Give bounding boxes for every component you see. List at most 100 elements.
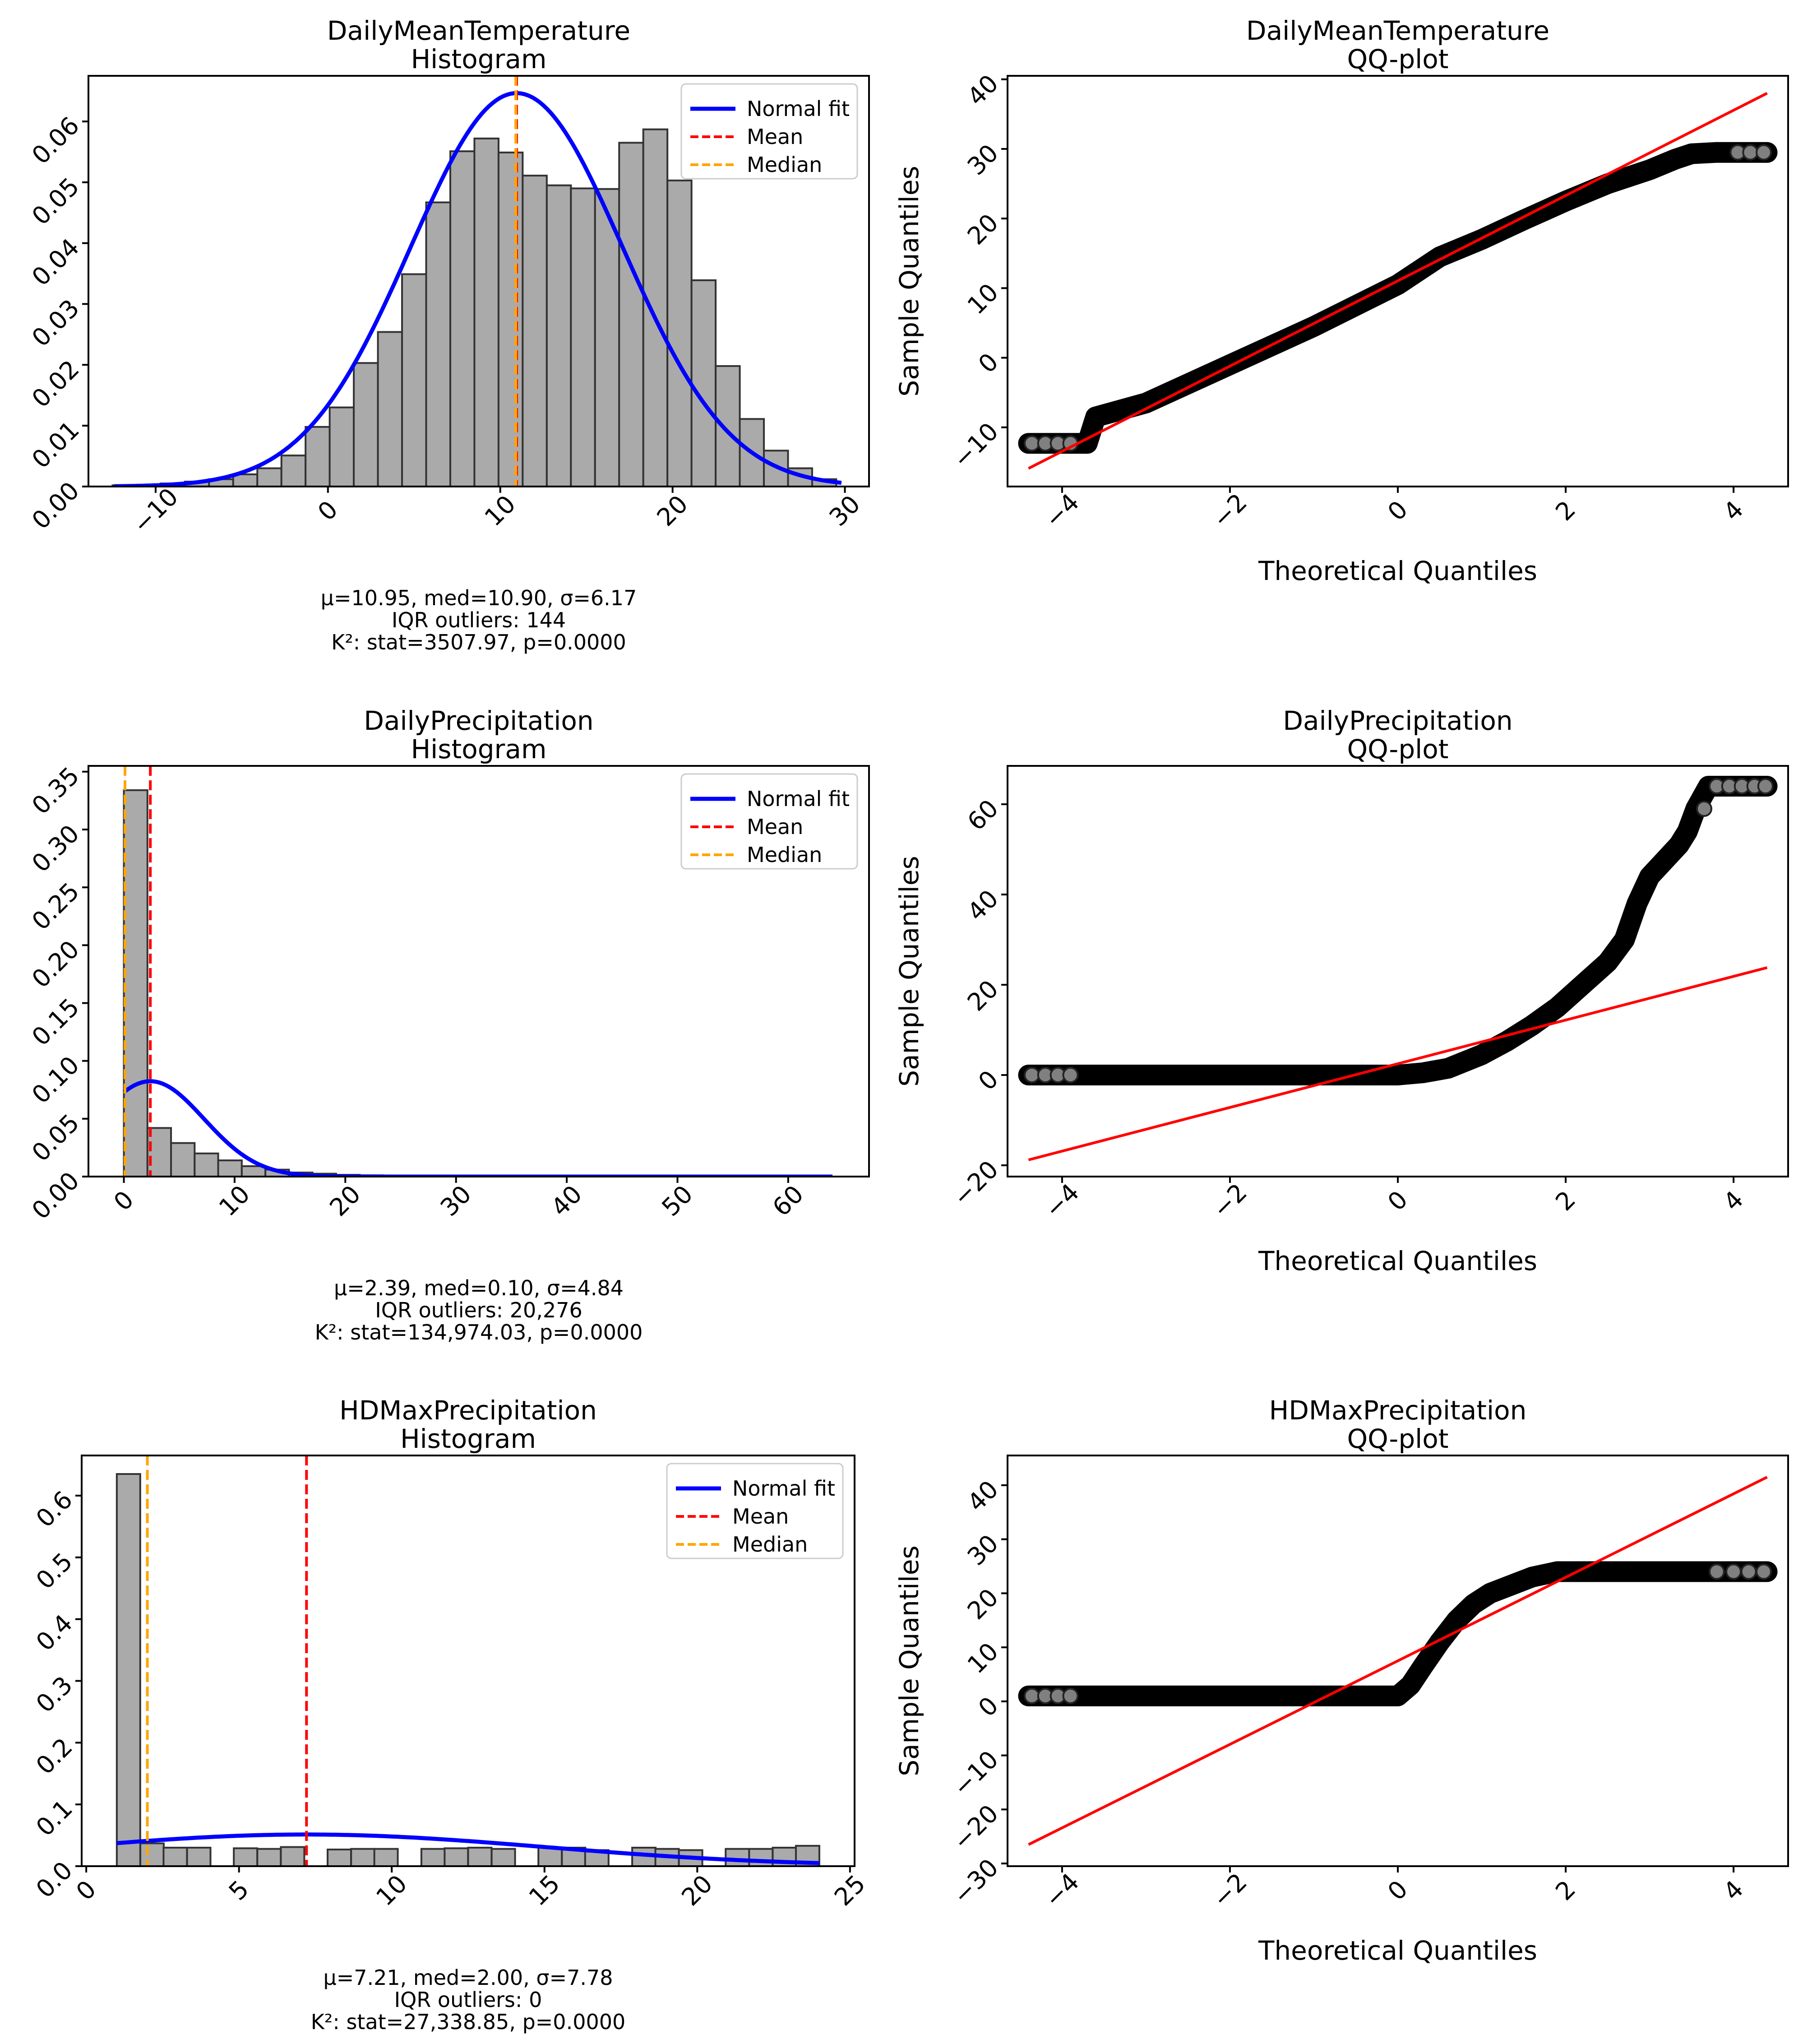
qq-point (1023, 435, 1040, 452)
axes-frame (81, 1455, 855, 1867)
x-tick-label: 4 (1718, 495, 1749, 526)
histogram-bar (256, 467, 282, 487)
legend-mean-label: Mean (747, 815, 803, 839)
y-tick-label: 0.5 (31, 1547, 78, 1594)
plot-area (1018, 776, 1778, 1161)
y-tick-label: 0 (973, 1065, 1004, 1096)
y-tick-label: 0.35 (26, 761, 85, 820)
chart-subtitle: Histogram (411, 734, 547, 765)
x-tick-label: 0 (108, 1185, 139, 1216)
qq-point (1023, 1067, 1040, 1083)
y-tick-label: 0 (973, 348, 1004, 379)
qq-sample-points (1018, 1561, 1778, 1706)
y-tick-label: −10 (948, 417, 1004, 473)
y-tick-label: 0.01 (26, 416, 85, 474)
legend-median-label: Median (747, 153, 822, 177)
histogram-bar (377, 331, 403, 487)
histogram-bar (570, 187, 596, 487)
histogram-bar (666, 179, 693, 487)
histogram-bar (748, 1848, 774, 1866)
chart-title: DailyPrecipitation (364, 705, 593, 736)
normal-fit-line (114, 91, 842, 487)
x-tick-label: 10 (370, 1869, 412, 1911)
x-tick-label: 20 (324, 1180, 366, 1222)
histogram-bar (194, 1152, 219, 1177)
stats-line: IQR outliers: 20,276 (375, 1298, 583, 1322)
y-tick-label: 20 (962, 1583, 1004, 1625)
y-tick-label: 60 (962, 794, 1004, 836)
chart-title: DailyMeanTemperature (327, 15, 630, 46)
y-tick-label: 0.0 (31, 1856, 78, 1903)
histogram-bar (256, 1848, 282, 1866)
stats-line: K²: stat=27,338.85, p=0.0000 (311, 2010, 626, 2034)
histogram-bar (444, 1847, 469, 1866)
x-tick-label: −4 (1039, 488, 1085, 533)
y-tick-label: 0.04 (26, 233, 85, 292)
y-tick-label: 0.3 (31, 1671, 78, 1718)
histogram-bar (328, 406, 355, 487)
x-tick-label: 10 (479, 490, 521, 532)
x-tick-label: 30 (435, 1180, 477, 1222)
histogram-bar (473, 137, 499, 487)
qq-point (1062, 1687, 1079, 1704)
qq-point (1756, 144, 1772, 161)
y-tick-label: −20 (948, 1155, 1004, 1211)
x-tick-label: 0 (70, 1875, 102, 1906)
x-tick-label: −2 (1207, 1178, 1253, 1224)
y-tick-label: 0.6 (31, 1485, 78, 1533)
histogram-bar (642, 128, 669, 487)
histogram-bar (116, 1473, 141, 1866)
y-tick-label: 0.03 (26, 294, 85, 352)
plot-area (1018, 92, 1778, 470)
x-tick-label: 4 (1718, 1875, 1749, 1906)
chart-subtitle: Histogram (411, 44, 547, 74)
x-tick-label: 20 (652, 490, 693, 532)
histogram-bar (546, 184, 572, 487)
chart-subtitle: QQ-plot (1347, 44, 1448, 74)
x-tick-label: 40 (546, 1180, 587, 1222)
x-tick-label: 20 (676, 1869, 718, 1911)
y-tick-label: 0.02 (26, 355, 85, 413)
histogram-bar (490, 1848, 516, 1866)
qq-point (1742, 144, 1759, 161)
histogram-bar (305, 426, 331, 487)
x-tick-label: −2 (1207, 488, 1253, 533)
legend-mean-label: Mean (732, 1504, 789, 1529)
plot-area (116, 1455, 820, 1866)
histogram-bar (420, 1848, 446, 1866)
legend-mean-label: Mean (747, 125, 803, 149)
histogram-bar (522, 175, 548, 487)
legend: Normal fit Mean Median (680, 773, 858, 870)
histogram-bar (353, 362, 379, 487)
y-tick-label: 0.05 (26, 172, 85, 231)
x-tick-label: −2 (1207, 1868, 1253, 1913)
y-tick-label: 0.05 (26, 1108, 85, 1167)
y-tick-label: −30 (948, 1853, 1004, 1910)
y-axis-label: Sample Quantiles (894, 1545, 925, 1776)
axes-frame (1007, 765, 1789, 1177)
histogram-bar (186, 1846, 212, 1866)
y-tick-label: 0.25 (26, 877, 85, 936)
histogram-bar (139, 1842, 165, 1866)
stats-line: μ=2.39, med=0.10, σ=4.84 (334, 1276, 624, 1300)
normal-fit-line (116, 1832, 820, 1865)
x-tick-label: 0 (1382, 495, 1413, 526)
x-tick-label: 50 (656, 1180, 698, 1222)
plot-area (1018, 1476, 1778, 1846)
x-tick-label: 25 (829, 1869, 871, 1911)
histogram-bar (327, 1849, 352, 1866)
x-tick-label: 4 (1718, 1185, 1749, 1216)
stats-line: K²: stat=134,974.03, p=0.0000 (315, 1320, 643, 1344)
y-tick-label: 0.1 (31, 1794, 78, 1842)
chart-subtitle: QQ-plot (1347, 734, 1448, 765)
legend-normal-fit-label: Normal fit (732, 1476, 835, 1501)
qq-point (1023, 1687, 1040, 1704)
stats-line: μ=7.21, med=2.00, σ=7.78 (323, 1965, 613, 1990)
chart-subtitle: Histogram (400, 1423, 536, 1454)
x-tick-label: 0 (1382, 1185, 1413, 1216)
chart-title: DailyMeanTemperature (1246, 15, 1549, 46)
y-tick-label: −20 (948, 1799, 1004, 1856)
chart-title: HDMaxPrecipitation (1269, 1395, 1527, 1426)
legend-median-label: Median (732, 1532, 808, 1557)
